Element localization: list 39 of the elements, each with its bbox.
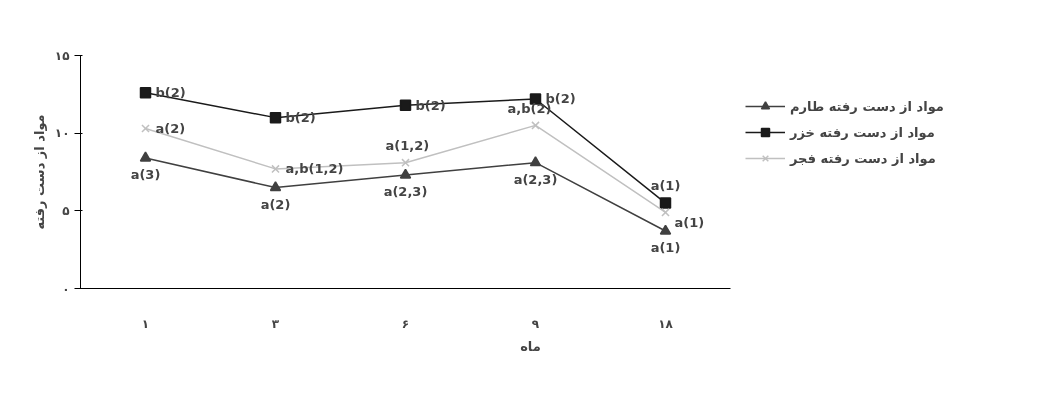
annotation: a(1,2) [385, 137, 430, 153]
x-tick-label: ۶ [401, 316, 410, 331]
legend-label: مواد از دست رفته خزر [790, 124, 935, 140]
y-tick-label: ۱۵ [54, 48, 70, 63]
x-tick-label: ۹ [531, 316, 540, 331]
x-tick-label: ۱ [141, 316, 150, 331]
y-tick-label: ۱۰ [54, 126, 70, 141]
point [531, 121, 540, 130]
legend-label: مواد از دست رفته فجر [790, 150, 936, 166]
point [661, 208, 670, 217]
point [401, 158, 410, 167]
annotation: a(2) [260, 196, 291, 212]
y-axis-title: مواد از دست رفته [31, 114, 47, 230]
y-tick-label: ۵ [62, 203, 70, 218]
point [529, 156, 542, 167]
legend-label: مواد از دست رفته طارم [790, 98, 944, 114]
point [269, 111, 282, 124]
point [139, 151, 152, 162]
annotation: a(2) [155, 121, 186, 137]
y-tick-label: ۰ [62, 281, 70, 296]
point [141, 124, 150, 133]
annotation: a(2,3) [383, 184, 428, 200]
x-axis-title: ماه [520, 338, 541, 354]
x-tick-label: ۱۸ [658, 316, 674, 331]
annotation: a(1) [650, 178, 681, 194]
point [139, 87, 152, 99]
point [271, 164, 280, 174]
point [399, 168, 412, 179]
annotation: a(1) [674, 215, 705, 231]
annotation: a(3) [130, 167, 161, 183]
point [659, 197, 672, 209]
point [659, 224, 672, 235]
annotation: a(2,3) [513, 171, 558, 187]
annotation: a(1) [650, 240, 681, 256]
x-tick-label: ۳ [271, 316, 280, 331]
annotation: b(2) [155, 85, 186, 101]
point [269, 181, 282, 192]
point [399, 99, 412, 111]
annotation: a,b(1,2) [285, 161, 344, 177]
